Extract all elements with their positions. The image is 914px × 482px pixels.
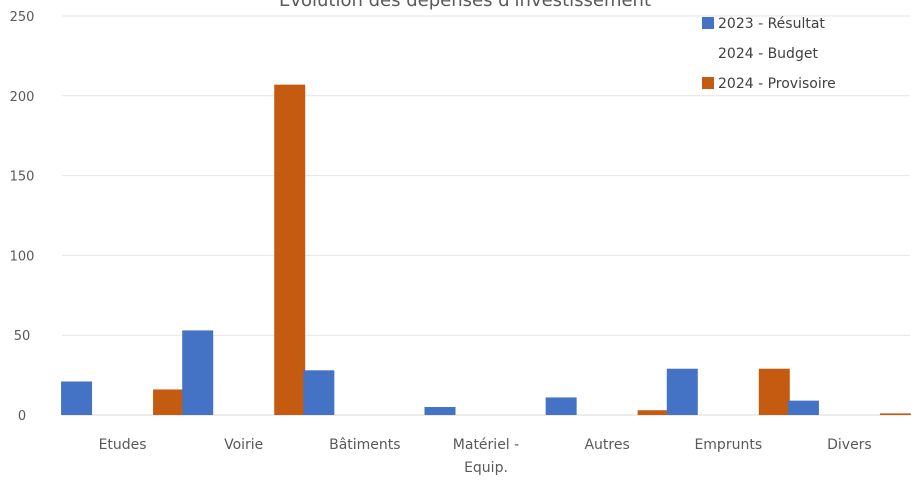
x-tick-label: Autres <box>584 437 629 453</box>
gridlines <box>62 15 910 336</box>
x-tick-label: Bâtiments <box>329 437 400 453</box>
bar-2024-provisoire <box>153 389 185 415</box>
legend-label: 2023 - Résultat <box>718 16 825 32</box>
x-tick-label: Divers <box>827 437 872 453</box>
y-tick-label: 0 <box>18 409 26 424</box>
bar-2024-provisoire <box>274 84 306 416</box>
legend: 2023 - Résultat 2024 - Budget 2024 - Provi… <box>702 16 836 92</box>
x-tick-label: Etudes <box>99 437 147 453</box>
bar-2023-resultat <box>182 330 214 415</box>
bar-2024-provisoire <box>758 368 790 415</box>
y-tick-label: 250 <box>10 10 35 25</box>
bar-2024-provisoire <box>637 410 669 415</box>
bar-2024-provisoire <box>879 413 911 415</box>
x-tick-label: Equip. <box>464 460 508 476</box>
x-axis-category-labels: Etudes Voirie Bâtiments Matériel - Equip. Aut… <box>99 437 872 476</box>
y-tick-label: 100 <box>10 249 35 264</box>
bars <box>61 84 911 416</box>
x-tick-label: Voirie <box>224 437 263 453</box>
bar-2023-resultat <box>787 400 819 415</box>
legend-swatch <box>702 77 714 89</box>
chart-title: Evolution des dépenses d'investissement <box>279 0 651 11</box>
bar-2023-resultat <box>303 370 335 415</box>
y-axis-ticks: 0 50 100 150 200 250 <box>10 10 35 424</box>
bar-2023-resultat <box>61 381 93 415</box>
bar-2023-resultat <box>666 368 698 415</box>
legend-swatch <box>702 17 714 29</box>
x-tick-label: Matériel - <box>453 437 519 453</box>
bar-2023-resultat <box>424 407 456 415</box>
y-tick-label: 200 <box>10 90 35 105</box>
y-tick-label: 150 <box>10 170 35 185</box>
y-tick-label: 50 <box>14 329 31 344</box>
legend-label: 2024 - Budget <box>718 46 818 62</box>
x-tick-label: Emprunts <box>694 437 762 453</box>
bar-2023-resultat <box>545 397 577 415</box>
legend-label: 2024 - Provisoire <box>718 76 836 92</box>
